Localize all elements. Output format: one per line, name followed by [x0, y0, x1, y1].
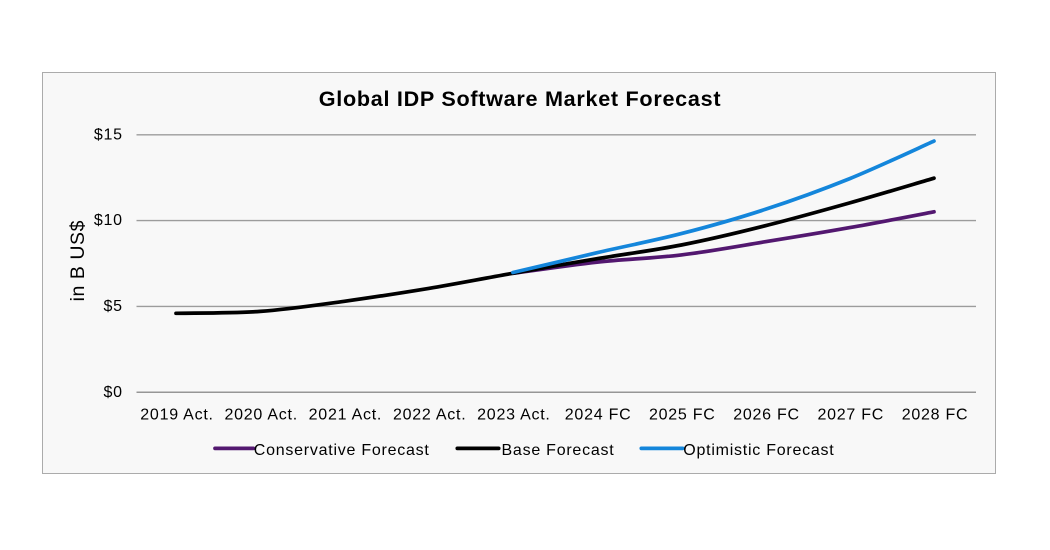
- svg-text:2019 Act.: 2019 Act.: [140, 406, 213, 423]
- svg-text:2023 Act.: 2023 Act.: [477, 406, 550, 423]
- svg-text:2024 FC: 2024 FC: [565, 406, 632, 423]
- svg-text:$10: $10: [94, 212, 123, 229]
- svg-text:Conservative Forecast: Conservative Forecast: [254, 442, 430, 459]
- svg-text:2025 FC: 2025 FC: [649, 406, 716, 423]
- svg-text:$0: $0: [104, 384, 123, 401]
- svg-text:2027 FC: 2027 FC: [817, 406, 884, 423]
- svg-text:$5: $5: [104, 298, 123, 315]
- svg-text:Global IDP Software Market For: Global IDP Software Market Forecast: [319, 86, 721, 111]
- svg-text:$15: $15: [94, 126, 123, 143]
- svg-text:2022 Act.: 2022 Act.: [393, 406, 466, 423]
- svg-text:in B US$: in B US$: [67, 220, 89, 301]
- svg-text:2026 FC: 2026 FC: [733, 406, 800, 423]
- svg-text:2021 Act.: 2021 Act.: [309, 406, 382, 423]
- svg-text:Optimistic Forecast: Optimistic Forecast: [683, 442, 834, 459]
- svg-text:Base Forecast: Base Forecast: [502, 442, 615, 459]
- svg-text:2028 FC: 2028 FC: [902, 406, 969, 423]
- svg-text:2020 Act.: 2020 Act.: [224, 406, 297, 423]
